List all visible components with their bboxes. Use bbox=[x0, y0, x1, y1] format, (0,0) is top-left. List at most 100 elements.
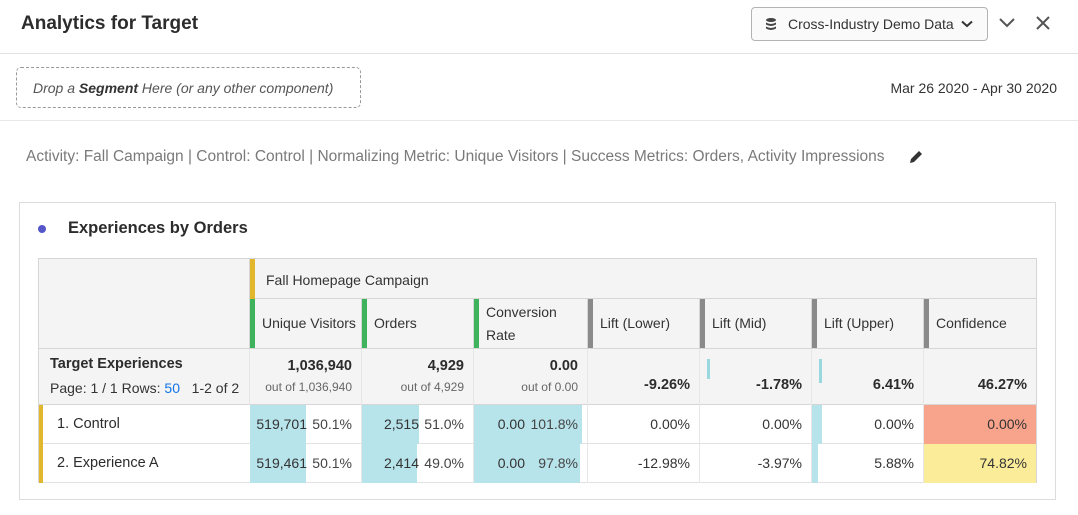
column-header-label: Lift (Mid) bbox=[712, 315, 767, 331]
group-header-label: Fall Homepage Campaign bbox=[266, 272, 429, 288]
share-bar bbox=[362, 405, 419, 444]
column-drag-handle[interactable] bbox=[474, 299, 479, 348]
column-drag-handle[interactable] bbox=[924, 299, 929, 348]
cell-unique-visitors[interactable]: 519,461 50.1% bbox=[250, 444, 362, 483]
dimension-header-cell bbox=[39, 259, 250, 349]
pagination: Page: 1 / 1 Rows: 50 1-2 of 2 bbox=[50, 380, 239, 396]
cell-lift-lower[interactable]: 0.00% bbox=[588, 405, 700, 444]
cell-lift-upper[interactable]: 0.00% bbox=[812, 405, 924, 444]
group-header[interactable]: Fall Homepage Campaign bbox=[250, 259, 1036, 299]
lift-bar bbox=[812, 405, 822, 444]
drop-zone-prefix: Drop a bbox=[33, 79, 79, 96]
summary-uv-sub: out of 1,036,940 bbox=[265, 380, 352, 394]
cell-orders[interactable]: 2,515 51.0% bbox=[362, 405, 474, 444]
summary-lift-lower-value: -9.26% bbox=[644, 377, 690, 393]
table-row[interactable]: 1. Control 519,701 50.1% 2,515 51.0% 0.0… bbox=[39, 405, 1036, 444]
cell-value: 74.82% bbox=[979, 455, 1027, 471]
cell-value: -12.98% bbox=[637, 455, 690, 471]
cell-value: 0.00% bbox=[987, 416, 1027, 432]
column-header-label: Confidence bbox=[936, 315, 1007, 331]
summary-uv-value: 1,036,940 bbox=[287, 358, 352, 374]
summary-lift-upper: 6.41% bbox=[812, 349, 924, 405]
share-bar bbox=[474, 444, 580, 483]
table-row[interactable]: 2. Experience A 519,461 50.1% 2,414 49.0… bbox=[39, 444, 1036, 483]
dimension-title[interactable]: Target Experiences bbox=[50, 356, 183, 372]
cell-value: 0.00% bbox=[874, 416, 914, 432]
table-header: Fall Homepage Campaign Unique Visitors Or… bbox=[39, 259, 1036, 349]
summary-orders-sub: out of 4,929 bbox=[400, 380, 464, 394]
column-drag-handle[interactable] bbox=[250, 299, 255, 348]
row-label[interactable]: 2. Experience A bbox=[57, 455, 159, 471]
chevron-down-icon bbox=[961, 20, 973, 28]
panel-status-dot bbox=[38, 225, 46, 233]
cell-orders[interactable]: 2,414 49.0% bbox=[362, 444, 474, 483]
summary-conv-value: 0.00 bbox=[549, 358, 578, 374]
column-drag-handle[interactable] bbox=[588, 299, 593, 348]
summary-conversion: 0.00 out of 0.00 bbox=[474, 349, 588, 405]
pencil-icon[interactable] bbox=[908, 149, 924, 165]
column-header-lift-upper[interactable]: Lift (Upper) bbox=[812, 299, 924, 348]
cell-lift-upper[interactable]: 5.88% bbox=[812, 444, 924, 483]
segment-drop-zone[interactable]: Drop a Segment Here (or any other compon… bbox=[16, 67, 361, 108]
summary-conv-sub: out of 0.00 bbox=[521, 380, 578, 394]
row-accent bbox=[39, 444, 43, 483]
close-icon[interactable] bbox=[1035, 15, 1051, 31]
summary-lift-upper-value: 6.41% bbox=[872, 377, 914, 393]
summary-confidence: 46.27% bbox=[924, 349, 1036, 405]
panel-title[interactable]: Experiences by Orders bbox=[68, 219, 248, 237]
column-header-orders[interactable]: Orders bbox=[362, 299, 474, 348]
report-suite-select[interactable]: Cross-Industry Demo Data bbox=[751, 7, 988, 41]
share-bar bbox=[362, 444, 417, 483]
column-header-lift-lower[interactable]: Lift (Lower) bbox=[588, 299, 700, 348]
cell-lift-mid[interactable]: -3.97% bbox=[700, 444, 812, 483]
row-range: 1-2 of 2 bbox=[191, 380, 240, 396]
summary-lift-mid-value: -1.78% bbox=[756, 377, 802, 393]
cell-conversion[interactable]: 0.00 97.8% bbox=[474, 444, 588, 483]
cell-value: 0.00% bbox=[762, 416, 802, 432]
cell-value: -3.97% bbox=[757, 455, 802, 471]
column-drag-handle[interactable] bbox=[812, 299, 817, 348]
summary-orders-value: 4,929 bbox=[427, 358, 464, 374]
column-header-label: Lift (Lower) bbox=[600, 315, 671, 331]
share-bar bbox=[474, 405, 582, 444]
lift-bar bbox=[812, 444, 818, 483]
row-label[interactable]: 1. Control bbox=[57, 416, 120, 432]
cell-value: 2,515 bbox=[383, 416, 419, 432]
column-drag-handle[interactable] bbox=[700, 299, 705, 348]
cell-unique-visitors[interactable]: 519,701 50.1% bbox=[250, 405, 362, 444]
freeform-table: Fall Homepage Campaign Unique Visitors Or… bbox=[38, 258, 1037, 483]
segment-bar: Drop a Segment Here (or any other compon… bbox=[0, 55, 1078, 121]
column-header-lift-mid[interactable]: Lift (Mid) bbox=[700, 299, 812, 348]
dimension-summary-cell: Target Experiences Page: 1 / 1 Rows: 50 … bbox=[39, 349, 250, 405]
cell-lift-lower[interactable]: -12.98% bbox=[588, 444, 700, 483]
column-header-label: Unique Visitors bbox=[262, 315, 356, 331]
group-header-accent bbox=[250, 259, 255, 299]
drop-zone-segment: Segment bbox=[78, 79, 139, 96]
cell-conversion[interactable]: 0.00 101.8% bbox=[474, 405, 588, 444]
cell-percent: 97.8% bbox=[538, 455, 578, 471]
cell-value: 0.00 bbox=[497, 455, 525, 471]
cell-confidence[interactable]: 74.82% bbox=[924, 444, 1036, 483]
lift-mid-marker bbox=[707, 359, 710, 379]
column-header-unique-visitors[interactable]: Unique Visitors bbox=[250, 299, 362, 348]
collapse-chevron-icon[interactable] bbox=[998, 16, 1016, 30]
cell-confidence[interactable]: 0.00% bbox=[924, 405, 1036, 444]
activity-summary: Activity: Fall Campaign | Control: Contr… bbox=[26, 148, 885, 165]
rows-per-page-select[interactable]: 50 bbox=[164, 380, 180, 396]
cell-value: 5.88% bbox=[874, 455, 914, 471]
column-header-confidence[interactable]: Confidence bbox=[924, 299, 1036, 348]
summary-lift-mid: -1.78% bbox=[700, 349, 812, 405]
cell-percent: 51.0% bbox=[424, 416, 464, 432]
cell-percent: 50.1% bbox=[312, 455, 352, 471]
cell-lift-mid[interactable]: 0.00% bbox=[700, 405, 812, 444]
report-suite-label: Cross-Industry Demo Data bbox=[788, 16, 954, 32]
column-header-label: Conversion Rate bbox=[486, 303, 557, 343]
summary-orders: 4,929 out of 4,929 bbox=[362, 349, 474, 405]
column-header-conversion-rate[interactable]: Conversion Rate bbox=[474, 299, 588, 348]
date-range[interactable]: Mar 26 2020 - Apr 30 2020 bbox=[890, 80, 1057, 96]
column-drag-handle[interactable] bbox=[362, 299, 367, 348]
share-bar bbox=[250, 444, 306, 483]
drop-zone-suffix: Here (or any other component) bbox=[138, 79, 334, 96]
column-header-label: Orders bbox=[374, 315, 417, 331]
cell-percent: 49.0% bbox=[424, 455, 464, 471]
